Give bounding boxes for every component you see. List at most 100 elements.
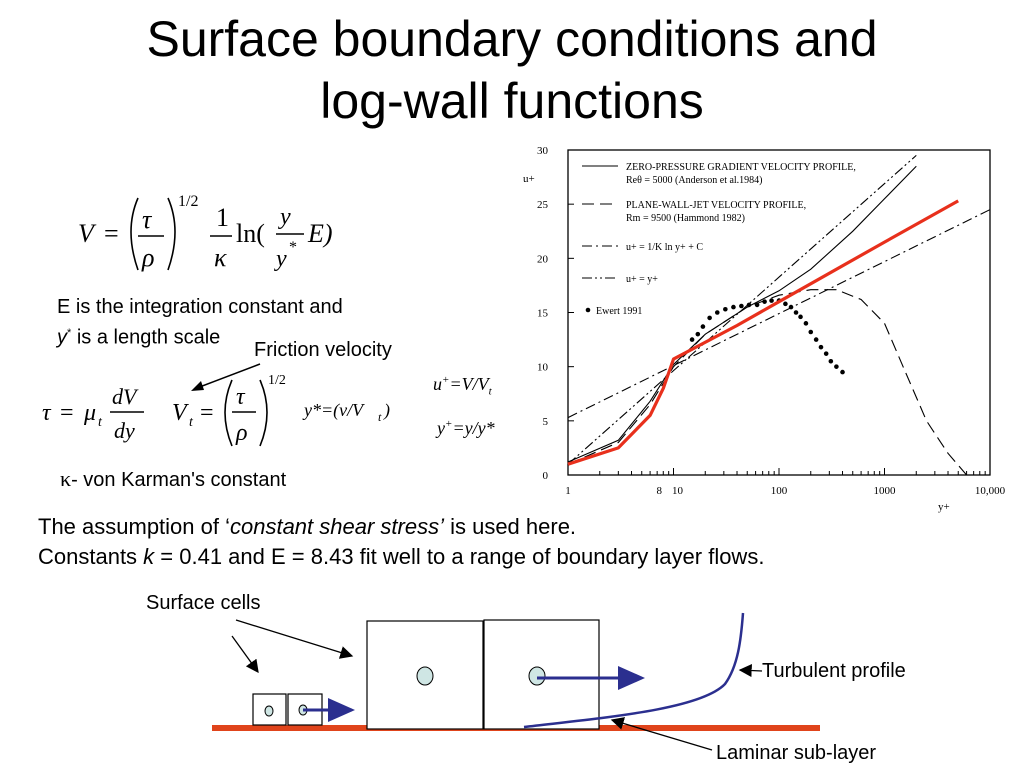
data-point (840, 369, 845, 375)
cell-center-dot (528, 666, 546, 686)
shear-stress-equation: τ = μ t dV dy (42, 384, 144, 443)
right-paren (259, 379, 268, 447)
data-point (731, 304, 736, 310)
data-point (798, 314, 803, 320)
y-tick-label: 25 (537, 199, 549, 211)
data-point (818, 344, 824, 350)
eq-y: y (278, 204, 291, 230)
large-cell-1 (366, 620, 484, 730)
data-point (834, 364, 839, 369)
title-line-2: log-wall functions (320, 73, 704, 129)
left-paren (130, 197, 139, 271)
friction-arrow (191, 363, 261, 391)
data-point (746, 302, 752, 308)
series-line-dashed (567, 289, 968, 476)
eq-tau: τ (142, 205, 153, 234)
mu-symbol: μ (83, 400, 96, 426)
data-point (700, 324, 706, 329)
uplus-definition: u+=V/Vt (433, 374, 492, 398)
data-point (695, 331, 701, 337)
y-axis-label: u+ (523, 173, 535, 185)
vt-symbol: V (172, 400, 189, 426)
turbulent-pointer (738, 664, 763, 678)
dv-numerator: dV (112, 384, 139, 409)
left-paren (224, 379, 233, 447)
vt-rho: ρ (235, 420, 248, 446)
pointer-arrow (231, 635, 259, 674)
surface-cells-label: Surface cells (146, 592, 261, 614)
dy-denominator: dy (114, 418, 135, 443)
note-line-1: E is the integration constant and (57, 296, 343, 318)
data-point (714, 310, 720, 315)
velocity-profile-chart: 0 5 10 15 20 25 30 1 8 10 100 1000 10,000 u+ y+ ZERO-PR… (523, 145, 1006, 513)
pointer-arrow (235, 619, 354, 659)
friction-velocity-equation: V t = τ ρ 1/2 y*=(ν/V t ) (172, 373, 390, 447)
assumption-text: The assumption of ‘constant shear stress… (38, 512, 764, 572)
vt-tau: τ (236, 384, 246, 410)
legend-label: u+ = y+ (626, 274, 658, 285)
data-point (788, 304, 794, 310)
cell-center-dot (264, 705, 274, 717)
eq-equals: = (104, 219, 119, 248)
page-title: Surface boundary conditions and log-wall… (0, 8, 1024, 132)
y-tick-label: 10 (537, 362, 549, 374)
data-point (723, 306, 728, 312)
x-tick-label: 1 (565, 485, 571, 497)
eq-rho: ρ (141, 243, 154, 272)
vt-exponent: 1/2 (268, 373, 286, 388)
log-wall-equation: V = τ ρ 1/2 1 κ ln( y y * E) (78, 193, 333, 272)
yplus-definition: y+=y/y* (437, 418, 495, 438)
eq-one: 1 (216, 203, 229, 232)
laminar-sublayer-label: Laminar sub-layer (716, 742, 877, 764)
y-tick-label: 15 (537, 308, 549, 320)
ystar-close: ) (383, 400, 390, 421)
legend-label: ZERO-PRESSURE GRADIENT VELOCITY PROFILE, (626, 162, 856, 173)
y-tick-label: 5 (543, 416, 549, 428)
eq-E: E) (307, 219, 333, 248)
data-point (828, 358, 834, 364)
turbulent-profile-curve (523, 612, 745, 729)
data-point (808, 329, 814, 335)
data-point (823, 351, 829, 356)
data-point (793, 310, 799, 315)
legend-label: Ewert 1991 (596, 306, 642, 317)
integration-note: E is the integration constant and y* is … (57, 294, 343, 351)
series-line-dashdotdot (567, 154, 917, 465)
note-line-2: y* is a length scale (57, 326, 221, 349)
statement-line-2: Constants k = 0.41 and E = 8.43 fit well… (38, 544, 765, 569)
legend-marker (585, 307, 591, 313)
x-tick-label: 8 (657, 485, 663, 497)
surface-cells-diagram (212, 612, 820, 751)
eq-exponent: 1/2 (178, 193, 198, 210)
eq-ystar: y (274, 246, 287, 272)
data-point (769, 298, 774, 303)
cell-center-dot (416, 666, 434, 686)
data-point (739, 303, 744, 309)
kappa-symbol: κ (60, 466, 72, 491)
x-tick-label: 10 (672, 485, 684, 497)
data-point (783, 301, 788, 307)
laminar-pointer (610, 717, 713, 751)
data-point (689, 337, 695, 342)
statement-line-1: The assumption of ‘constant shear stress… (38, 514, 577, 539)
right-paren (167, 197, 176, 271)
eq-lhs-v: V (78, 219, 97, 248)
y-tick-label: 0 (543, 470, 549, 482)
x-tick-label: 10,000 (975, 485, 1006, 497)
series-line-red-fit (567, 199, 959, 466)
tau-symbol: τ (42, 400, 52, 426)
y-tick-label: 20 (537, 253, 549, 265)
legend-label-2: Rm = 9500 (Hammond 1982) (626, 213, 745, 224)
data-point (754, 302, 760, 308)
legend-label: u+ = 1/K ln y+ + C (626, 242, 703, 253)
data-point (762, 299, 767, 304)
x-axis-label: y+ (938, 501, 950, 513)
data-point (803, 321, 809, 326)
y-tick-label: 30 (537, 145, 549, 157)
eq-ln: ln( (236, 219, 265, 248)
eq-kappa: κ (214, 243, 227, 272)
series-line-dashdot (567, 209, 991, 419)
eq-star: * (289, 239, 297, 256)
mu-subscript: t (98, 415, 103, 430)
x-tick-label: 100 (771, 485, 788, 497)
